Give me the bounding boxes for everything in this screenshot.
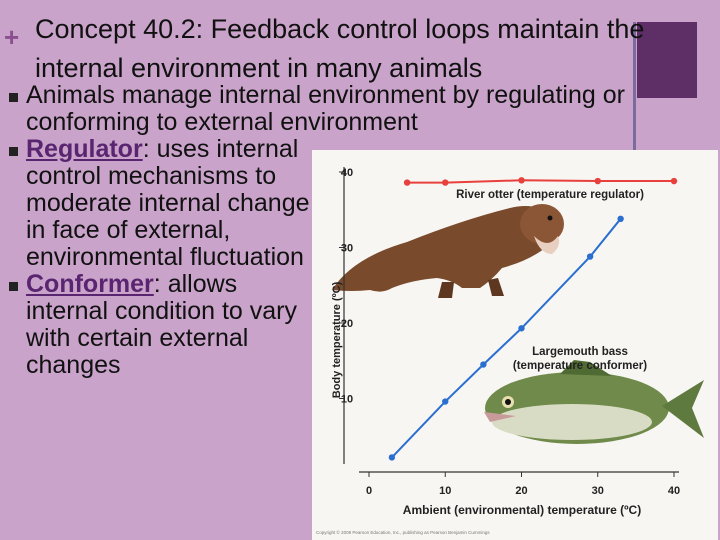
accent-line xyxy=(633,22,636,152)
bullet-3: Conformer: allows internal condition to … xyxy=(6,271,326,379)
bullet-3-text: : allows internal condition to vary with… xyxy=(26,270,297,379)
series-1-point xyxy=(480,361,487,368)
y-tick-label: 30 xyxy=(341,243,353,255)
series-1-point xyxy=(442,398,449,405)
body-temperature-chart: Body temperature (ºC) Ambient (environme… xyxy=(316,167,704,535)
x-tick-label: 10 xyxy=(439,485,451,497)
accent-bar xyxy=(637,22,697,98)
conformer-series-label-2: (temperature conformer) xyxy=(513,360,647,372)
bullet-square-icon xyxy=(9,147,18,156)
otter-illustration xyxy=(332,204,564,298)
regulator-term: Regulator xyxy=(26,135,143,163)
regulator-series-label: River otter (temperature regulator) xyxy=(456,189,644,201)
series-1-point xyxy=(586,253,594,260)
chart-series xyxy=(388,177,678,461)
plus-icon: + xyxy=(4,22,20,52)
chart-axes: Body temperature (ºC) Ambient (environme… xyxy=(331,167,679,517)
y-tick-label: 20 xyxy=(341,318,353,330)
series-labels: River otter (temperature regulator) Larg… xyxy=(456,189,647,372)
y-tick-label: 40 xyxy=(341,167,353,179)
bullet-2-text: : uses internal control mechanisms to mo… xyxy=(26,135,310,271)
bullet-1-text: Animals manage internal environment by r… xyxy=(26,81,625,136)
y-tick-label: 10 xyxy=(341,394,353,406)
x-tick-label: 20 xyxy=(515,485,527,497)
figure-panel: Body temperature (ºC) Ambient (environme… xyxy=(312,150,718,540)
chart-ticks: 10 20 30 40 0 10 20 30 40 xyxy=(339,167,680,497)
title-line-1: Concept 40.2: Feedback control loops mai… xyxy=(35,14,645,44)
y-axis-label: Body temperature (ºC) xyxy=(331,281,343,398)
animal-illustrations xyxy=(332,204,704,444)
bullet-2: Regulator: uses internal control mechani… xyxy=(6,136,326,271)
bullet-1: Animals manage internal environment by r… xyxy=(6,82,716,136)
conformer-term: Conformer xyxy=(26,270,154,298)
bullet-list: Animals manage internal environment by r… xyxy=(6,82,706,379)
series-1-point xyxy=(518,325,525,332)
bullet-square-icon xyxy=(9,93,18,102)
title-line-2: internal environment in many animals xyxy=(35,53,483,83)
x-tick-label: 40 xyxy=(668,485,680,497)
x-tick-label: 0 xyxy=(366,485,372,497)
x-tick-label: 30 xyxy=(592,485,604,497)
series-0-point xyxy=(403,179,411,186)
series-0-point xyxy=(594,177,601,185)
copyright-credit: Copyright © 2008 Pearson Education, Inc.… xyxy=(316,529,490,535)
series-line-1 xyxy=(391,218,622,459)
series-0-point xyxy=(518,177,525,184)
bullet-square-icon xyxy=(9,282,18,291)
bass-illustration xyxy=(484,360,704,444)
series-1-point xyxy=(617,215,624,223)
series-1-point xyxy=(388,454,396,461)
series-0-point xyxy=(670,177,678,185)
conformer-series-label-1: Largemouth bass xyxy=(532,346,628,358)
series-0-point xyxy=(442,179,449,186)
x-axis-label: Ambient (environmental) temperature (ºC) xyxy=(403,503,641,517)
